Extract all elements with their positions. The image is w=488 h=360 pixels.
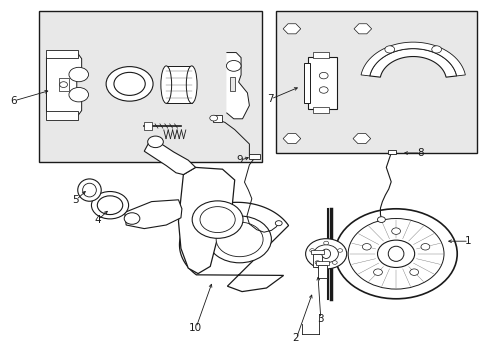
Text: 10: 10 — [189, 323, 202, 333]
Text: 3: 3 — [316, 314, 323, 324]
Circle shape — [347, 219, 443, 289]
Circle shape — [192, 201, 243, 238]
Circle shape — [147, 136, 163, 148]
Text: 4: 4 — [94, 215, 101, 225]
Circle shape — [275, 221, 282, 226]
Text: 8: 8 — [416, 148, 423, 158]
Bar — [46, 111, 78, 120]
Polygon shape — [352, 134, 370, 144]
Ellipse shape — [186, 66, 197, 103]
Circle shape — [391, 228, 400, 234]
Text: 5: 5 — [72, 195, 79, 205]
Polygon shape — [283, 24, 300, 34]
Bar — [166, 66, 191, 103]
Circle shape — [377, 217, 385, 222]
Circle shape — [337, 249, 342, 252]
Bar — [249, 154, 260, 159]
Circle shape — [124, 213, 140, 224]
Bar — [310, 250, 323, 254]
Circle shape — [384, 46, 394, 53]
Circle shape — [319, 87, 327, 93]
Circle shape — [106, 67, 153, 101]
Circle shape — [313, 245, 338, 263]
Polygon shape — [283, 134, 300, 144]
Circle shape — [420, 244, 429, 250]
Circle shape — [207, 216, 271, 263]
Bar — [316, 261, 328, 265]
Text: 1: 1 — [464, 236, 471, 246]
Circle shape — [200, 207, 235, 233]
Circle shape — [319, 72, 327, 79]
Circle shape — [373, 269, 382, 275]
Ellipse shape — [78, 179, 101, 201]
Circle shape — [60, 82, 67, 87]
Bar — [229, 77, 234, 91]
Bar — [276, 11, 476, 153]
Circle shape — [97, 196, 122, 215]
Bar — [144, 122, 151, 130]
Bar — [212, 115, 221, 122]
Circle shape — [216, 222, 263, 257]
Ellipse shape — [321, 249, 330, 258]
Bar — [318, 265, 326, 278]
Circle shape — [209, 115, 217, 121]
Polygon shape — [144, 138, 195, 175]
Circle shape — [334, 209, 456, 299]
Bar — [312, 254, 321, 267]
Text: 7: 7 — [266, 94, 273, 104]
Polygon shape — [46, 54, 81, 115]
Bar — [304, 63, 309, 103]
Ellipse shape — [161, 66, 171, 103]
Polygon shape — [353, 24, 371, 34]
Polygon shape — [369, 49, 456, 77]
Bar — [39, 11, 261, 162]
Text: 2: 2 — [292, 333, 299, 343]
Circle shape — [91, 192, 128, 219]
Bar — [307, 57, 337, 109]
Circle shape — [226, 60, 241, 71]
Circle shape — [305, 239, 346, 269]
Bar — [387, 150, 395, 154]
Text: 9: 9 — [236, 155, 243, 165]
Circle shape — [409, 269, 418, 275]
Polygon shape — [124, 200, 182, 229]
Circle shape — [114, 72, 145, 95]
Polygon shape — [360, 42, 465, 76]
Ellipse shape — [387, 246, 403, 261]
Ellipse shape — [82, 183, 96, 197]
Circle shape — [309, 249, 314, 252]
Circle shape — [377, 240, 414, 267]
Circle shape — [69, 67, 88, 82]
Circle shape — [332, 261, 337, 264]
Circle shape — [362, 244, 370, 250]
Circle shape — [323, 241, 328, 245]
Circle shape — [314, 261, 319, 264]
Bar — [312, 52, 328, 58]
Bar — [312, 107, 328, 113]
Circle shape — [431, 46, 441, 53]
Polygon shape — [179, 202, 288, 292]
Bar — [46, 50, 78, 58]
Polygon shape — [178, 167, 234, 274]
Circle shape — [69, 87, 88, 102]
Bar — [59, 78, 69, 91]
Text: 6: 6 — [10, 96, 17, 106]
Polygon shape — [226, 53, 249, 119]
